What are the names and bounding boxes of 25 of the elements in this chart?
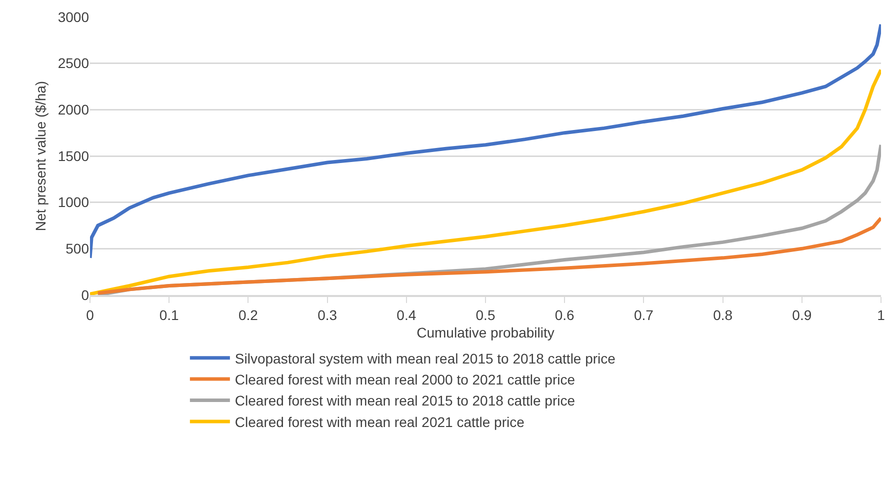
x-tick-label: 0.5 — [476, 306, 496, 323]
x-axis-title: Cumulative probability — [416, 324, 554, 341]
legend-label: Cleared forest with mean real 2015 to 2018 cattle price — [234, 392, 576, 409]
x-tick-label: 0.8 — [713, 306, 733, 323]
x-tick-label: 0.3 — [318, 306, 338, 323]
y-tick-label: 2500 — [58, 55, 90, 72]
x-tick-label: 0.1 — [159, 306, 180, 323]
x-tick-label: 0.4 — [396, 306, 416, 323]
line-series — [90, 22, 881, 260]
x-tick-label: 0.7 — [634, 306, 654, 323]
y-axis-title: Net present value ($/ha) — [32, 80, 48, 232]
x-tick-label: 1 — [877, 306, 886, 323]
y-tick-label: 1000 — [58, 194, 90, 210]
y-tick-label: 0 — [81, 286, 90, 303]
y-tick-label: 1500 — [58, 148, 90, 164]
legend-label: Cleared forest with mean real 2000 to 2021 cattle price — [234, 372, 576, 388]
x-tick-label: 0.9 — [792, 306, 812, 323]
y-tick-label: 3000 — [58, 8, 90, 25]
x-tick-label: 0.6 — [554, 306, 575, 323]
legend-label: Silvopastoral system with mean real 2015 to 2018 cattle price — [234, 350, 616, 366]
y-tick-label: 500 — [66, 240, 90, 257]
x-tick-label: 0.2 — [238, 306, 258, 323]
y-tick-label: 2000 — [58, 102, 90, 118]
legend-label: Cleared forest with mean real 2021 cattle price — [234, 414, 525, 430]
line-series — [96, 216, 881, 295]
